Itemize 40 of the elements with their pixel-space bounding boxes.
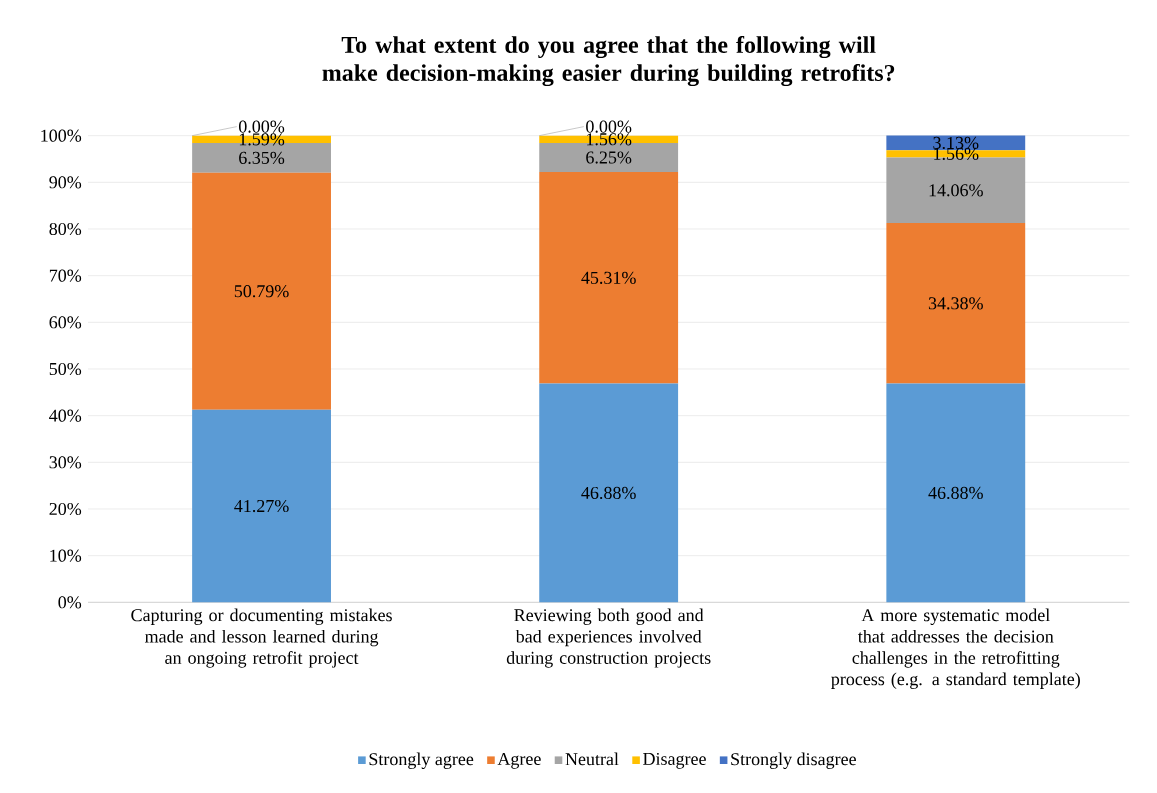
data-label: 0.00% <box>586 120 632 133</box>
data-label: 1.59% <box>239 133 285 146</box>
y-tick-label: 80% <box>49 222 82 236</box>
bar <box>886 223 1026 384</box>
data-label: 41.27% <box>234 499 289 513</box>
y-tick-label: 90% <box>49 176 82 189</box>
legend-label: Neutral <box>565 752 619 766</box>
x-tick-label: Capturing or documenting mistakes made and lesson learned during an ongoing retrofit project <box>131 608 392 668</box>
y-tick-label: 50% <box>49 362 82 376</box>
legend-label: Strongly disagree <box>731 752 856 769</box>
y-tick-label: 30% <box>49 456 82 469</box>
data-label: 46.88% <box>928 486 983 500</box>
data-label: 1.56% <box>587 133 632 146</box>
y-tick-label: 0% <box>58 596 82 609</box>
chart-title: To what extent do you agree that the following will make decision-making easier during building retrofits? <box>322 35 895 87</box>
x-tick-label: Reviewing both good and bad experiences involved during construction projects <box>506 608 711 668</box>
bar <box>539 383 679 603</box>
y-tick-label: 10% <box>50 549 82 562</box>
y-tick-label: 70% <box>49 269 82 282</box>
y-tick-label: 60% <box>49 316 82 329</box>
legend-label: Agree <box>497 752 541 769</box>
data-label: 0.00% <box>239 120 285 133</box>
y-tick-label: 20% <box>49 502 82 516</box>
legend-label: Strongly agree <box>369 752 474 769</box>
bar <box>539 172 679 384</box>
bar <box>192 409 331 603</box>
y-tick-label: 40% <box>49 409 82 422</box>
data-label: 3.13% <box>933 136 979 150</box>
data-label: 34.38% <box>928 297 983 310</box>
bar <box>192 172 331 410</box>
data-label: 6.35% <box>239 151 285 165</box>
data-label: 50.79% <box>234 285 289 298</box>
y-tick-label: 100% <box>41 129 82 142</box>
data-label: 6.25% <box>586 151 632 164</box>
data-label: 46.88% <box>581 486 636 500</box>
legend-label: Disagree <box>643 752 706 769</box>
data-label: 14.06% <box>929 184 983 197</box>
data-label: 45.31% <box>581 271 636 284</box>
bar <box>886 383 1026 603</box>
x-tick-label: A more systematic model that addresses the decision challenges in the retrofitting process (e.g. a standard template) <box>831 608 1080 689</box>
